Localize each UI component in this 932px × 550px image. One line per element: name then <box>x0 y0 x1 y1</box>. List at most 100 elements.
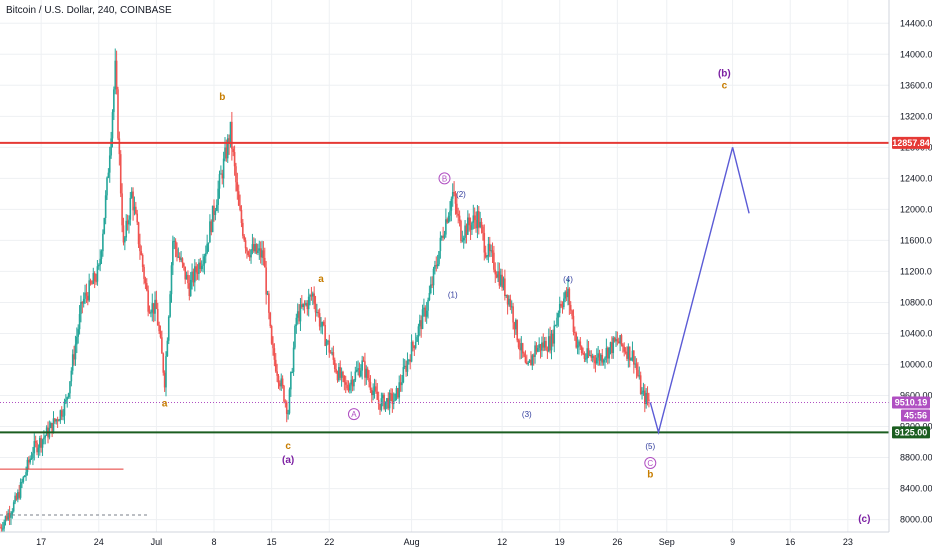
candle-body <box>638 375 641 377</box>
candle-body <box>100 251 103 259</box>
candle-body <box>469 225 472 230</box>
candle-body <box>440 236 443 238</box>
candle-body <box>244 240 247 249</box>
candle-body <box>302 303 304 307</box>
candle-body <box>118 138 121 155</box>
candle-body <box>283 385 285 402</box>
candle-body <box>450 198 453 211</box>
candle-body <box>222 158 225 179</box>
candle-body <box>391 393 394 405</box>
candle-body <box>376 391 379 400</box>
candle-body <box>7 512 10 520</box>
candle-body <box>390 392 392 394</box>
candle-body <box>549 336 551 351</box>
candle-body <box>594 360 597 364</box>
candle-body <box>351 379 354 387</box>
candle-body <box>613 337 616 342</box>
candle-body <box>331 352 333 354</box>
candle-body <box>403 365 406 368</box>
candle-body <box>365 368 368 378</box>
candle-body <box>563 298 565 307</box>
candle-body <box>281 378 284 386</box>
wave-label-circle <box>644 456 657 469</box>
candle-body <box>580 346 583 353</box>
candle-body <box>0 527 1 529</box>
candle-body <box>122 225 125 243</box>
grid-lines <box>0 0 889 532</box>
candle-body <box>327 340 329 342</box>
candle-body <box>231 121 233 149</box>
candle-body <box>213 205 215 215</box>
candle-body <box>545 341 547 351</box>
candle-body <box>630 358 632 361</box>
candle-body <box>386 398 388 402</box>
candle-body <box>89 280 92 284</box>
candle-body <box>258 248 261 251</box>
candle-body <box>554 325 557 327</box>
candle-body <box>646 392 649 400</box>
candle-body <box>504 278 506 297</box>
candle-body <box>181 258 184 264</box>
candle-body <box>74 344 77 360</box>
candle-body <box>155 299 158 309</box>
candle-body <box>54 418 56 422</box>
candle-body <box>502 278 505 288</box>
candle-body <box>306 303 309 310</box>
candle-body <box>394 393 396 401</box>
candle-body <box>33 441 36 454</box>
price-tick-label: 8800.00 <box>900 453 932 463</box>
candle-body <box>498 271 501 286</box>
candle-body <box>290 372 292 390</box>
candle-body <box>564 291 567 299</box>
candle-body <box>423 307 425 310</box>
candle-body <box>194 266 196 283</box>
candle-body <box>643 390 646 405</box>
candle-body <box>462 237 465 241</box>
candle-body <box>268 293 270 313</box>
wave-label: C <box>647 459 653 468</box>
candle-body <box>471 222 473 230</box>
candle-body <box>591 356 594 358</box>
candle-body <box>177 256 180 258</box>
candle-body <box>65 399 67 402</box>
candle-body <box>125 220 128 238</box>
candle-body <box>429 284 432 293</box>
projection-line <box>649 147 750 436</box>
projection-path <box>649 147 750 436</box>
candle-body <box>361 360 363 371</box>
candle-body <box>19 482 22 498</box>
level-badge-current <box>892 396 930 409</box>
candle-body <box>624 351 627 353</box>
candle-body <box>173 240 176 242</box>
candle-body <box>51 422 53 433</box>
candle-body <box>446 219 449 223</box>
candle-body <box>309 295 311 297</box>
wave-label: (2) <box>456 190 466 199</box>
candle-body <box>191 271 193 280</box>
candle-body <box>368 378 370 382</box>
candle-body <box>491 250 494 253</box>
candle-body <box>76 336 78 345</box>
candle-body <box>532 355 535 357</box>
candle-body <box>272 343 274 349</box>
candle-body <box>156 308 159 326</box>
candle-body <box>41 439 44 448</box>
time-axis[interactable]: 17 24 Jul 8 15 22 Aug 12 19 26 Sep 9 16 23 <box>0 531 932 550</box>
candle-body <box>420 320 422 329</box>
price-axis[interactable]: 8000.008400.008800.009200.009600.0010000… <box>888 0 932 550</box>
candle-body <box>601 355 604 363</box>
candle-body <box>36 442 38 453</box>
candle-body <box>259 248 262 258</box>
candle-body <box>419 320 421 327</box>
candle-body <box>174 240 177 249</box>
candle-body <box>108 155 111 173</box>
countdown-badge <box>901 409 930 422</box>
candle-body <box>99 258 101 266</box>
price-tick-label: 8000.00 <box>900 515 932 525</box>
candle-body <box>228 138 230 144</box>
candle-body <box>606 347 609 359</box>
candle-body <box>246 248 248 252</box>
candle-body <box>87 295 89 301</box>
candle-body <box>402 367 405 383</box>
